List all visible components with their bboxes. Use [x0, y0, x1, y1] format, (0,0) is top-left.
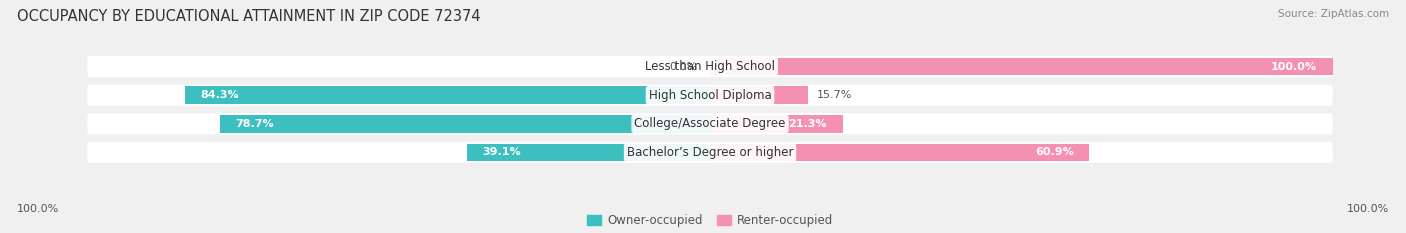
Bar: [710, 58, 1333, 75]
Bar: [467, 144, 710, 161]
Text: 100.0%: 100.0%: [1271, 62, 1317, 72]
Bar: [710, 144, 1090, 161]
Text: High School Diploma: High School Diploma: [648, 89, 772, 102]
Text: 100.0%: 100.0%: [1347, 204, 1389, 214]
Text: 78.7%: 78.7%: [236, 119, 274, 129]
Text: College/Associate Degree: College/Associate Degree: [634, 117, 786, 130]
Text: Less than High School: Less than High School: [645, 60, 775, 73]
Legend: Owner-occupied, Renter-occupied: Owner-occupied, Renter-occupied: [582, 209, 838, 232]
Text: 100.0%: 100.0%: [17, 204, 59, 214]
FancyBboxPatch shape: [87, 56, 1333, 77]
Bar: [219, 115, 710, 133]
FancyBboxPatch shape: [87, 113, 1333, 134]
Text: 0.0%: 0.0%: [669, 62, 697, 72]
FancyBboxPatch shape: [87, 142, 1333, 163]
Text: OCCUPANCY BY EDUCATIONAL ATTAINMENT IN ZIP CODE 72374: OCCUPANCY BY EDUCATIONAL ATTAINMENT IN Z…: [17, 9, 481, 24]
Bar: [710, 86, 808, 104]
Text: 15.7%: 15.7%: [817, 90, 852, 100]
FancyBboxPatch shape: [87, 85, 1333, 106]
Text: 39.1%: 39.1%: [482, 147, 520, 158]
Text: 84.3%: 84.3%: [201, 90, 239, 100]
Text: 21.3%: 21.3%: [789, 119, 827, 129]
Text: Bachelor’s Degree or higher: Bachelor’s Degree or higher: [627, 146, 793, 159]
Bar: [186, 86, 710, 104]
Text: 60.9%: 60.9%: [1035, 147, 1074, 158]
Text: Source: ZipAtlas.com: Source: ZipAtlas.com: [1278, 9, 1389, 19]
Bar: [710, 115, 842, 133]
